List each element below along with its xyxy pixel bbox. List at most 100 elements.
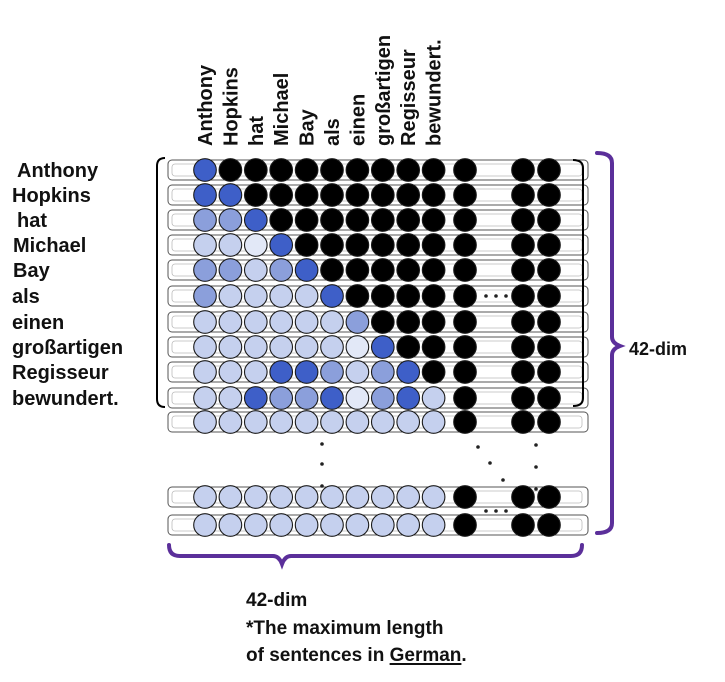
attention-cell <box>294 233 319 257</box>
attention-cell <box>453 284 477 308</box>
attention-cell <box>370 360 395 384</box>
attention-cell <box>294 513 319 537</box>
attention-cells <box>193 158 561 537</box>
attention-cell <box>193 284 217 308</box>
attention-cell <box>370 335 395 359</box>
attention-cell <box>320 158 344 182</box>
attention-cell <box>345 258 370 282</box>
attention-cell <box>294 310 319 334</box>
attention-cell <box>345 233 370 257</box>
attention-cell <box>370 233 395 257</box>
attention-cell <box>511 335 535 359</box>
attention-cell <box>396 513 421 537</box>
attention-cell <box>243 360 268 384</box>
attention-cell <box>193 386 217 410</box>
attention-cell <box>537 284 561 308</box>
footnote-line-1: *The maximum length <box>246 618 444 639</box>
ellipsis-dot <box>476 445 480 449</box>
footnote: *The maximum length of sentences in Germ… <box>246 588 467 669</box>
attention-cell <box>193 513 217 537</box>
attention-cell <box>193 158 217 182</box>
row-label: Anthony <box>17 160 99 182</box>
attention-cell <box>396 360 421 384</box>
attention-cell <box>294 284 319 308</box>
attention-cell <box>269 360 294 384</box>
attention-cell <box>396 310 421 334</box>
column-label: Bay <box>297 108 319 146</box>
attention-cell <box>193 233 217 257</box>
attention-cell <box>294 258 319 282</box>
attention-cell <box>218 310 243 334</box>
column-label: Regisseur <box>398 49 420 146</box>
attention-cell <box>537 208 561 232</box>
attention-cell <box>537 386 561 410</box>
attention-cell <box>511 233 535 257</box>
attention-cell <box>218 360 243 384</box>
ellipsis-dot <box>488 461 492 465</box>
attention-cell <box>243 335 268 359</box>
attention-cell <box>320 485 344 509</box>
ellipsis-dot <box>484 509 488 513</box>
attention-cell <box>218 258 243 282</box>
attention-cell <box>269 410 294 434</box>
attention-cell <box>218 208 243 232</box>
ellipsis-dot <box>504 509 508 513</box>
attention-cell <box>421 513 446 537</box>
column-label: als <box>322 118 344 146</box>
attention-cell <box>421 410 446 434</box>
attention-cell <box>511 386 535 410</box>
attention-cell <box>396 335 421 359</box>
footnote-line-2: of sentences in German. <box>246 642 467 669</box>
ellipsis-dot <box>320 442 324 446</box>
attention-cell <box>453 360 477 384</box>
attention-cell <box>453 233 477 257</box>
attention-cell <box>453 158 477 182</box>
attention-cell <box>218 513 243 537</box>
attention-cell <box>243 183 268 207</box>
attention-cell <box>269 284 294 308</box>
attention-cell <box>537 158 561 182</box>
attention-cell <box>370 258 395 282</box>
attention-cell <box>269 386 294 410</box>
attention-cell <box>218 410 243 434</box>
attention-cell <box>421 284 446 308</box>
attention-cell <box>243 284 268 308</box>
attention-cell <box>537 335 561 359</box>
attention-cell <box>396 485 421 509</box>
row-labels: Anthony Hopkins hat Michael Bay als einen großa… <box>12 160 123 410</box>
attention-cell <box>421 183 446 207</box>
attention-cell <box>193 335 217 359</box>
column-label: Michael <box>271 73 293 146</box>
attention-cell <box>370 208 395 232</box>
row-label: Regisseur <box>12 362 109 384</box>
attention-cell <box>218 183 243 207</box>
attention-cell <box>218 485 243 509</box>
attention-cell <box>243 485 268 509</box>
attention-cell <box>193 360 217 384</box>
attention-cell <box>421 360 446 384</box>
attention-cell <box>269 310 294 334</box>
attention-cell <box>537 258 561 282</box>
attention-cell <box>511 208 535 232</box>
attention-cell <box>193 183 217 207</box>
ellipsis-dot <box>320 462 324 466</box>
row-label: bewundert. <box>12 388 119 410</box>
attention-cell <box>320 258 344 282</box>
row-label: einen <box>12 312 64 334</box>
footnote-line-2-suffix: . <box>461 645 467 666</box>
attention-cell <box>269 513 294 537</box>
attention-cell <box>345 158 370 182</box>
attention-cell <box>511 158 535 182</box>
attention-cell <box>453 310 477 334</box>
ellipsis-dot <box>320 484 324 488</box>
attention-cell <box>193 208 217 232</box>
column-label: großartigen <box>373 35 395 146</box>
ellipsis-dots <box>320 294 538 513</box>
attention-cell <box>345 485 370 509</box>
column-label: einen <box>347 94 369 146</box>
attention-cell <box>453 513 477 537</box>
attention-cell <box>320 310 344 334</box>
attention-cell <box>345 335 370 359</box>
attention-cell <box>243 258 268 282</box>
attention-cell <box>218 158 243 182</box>
